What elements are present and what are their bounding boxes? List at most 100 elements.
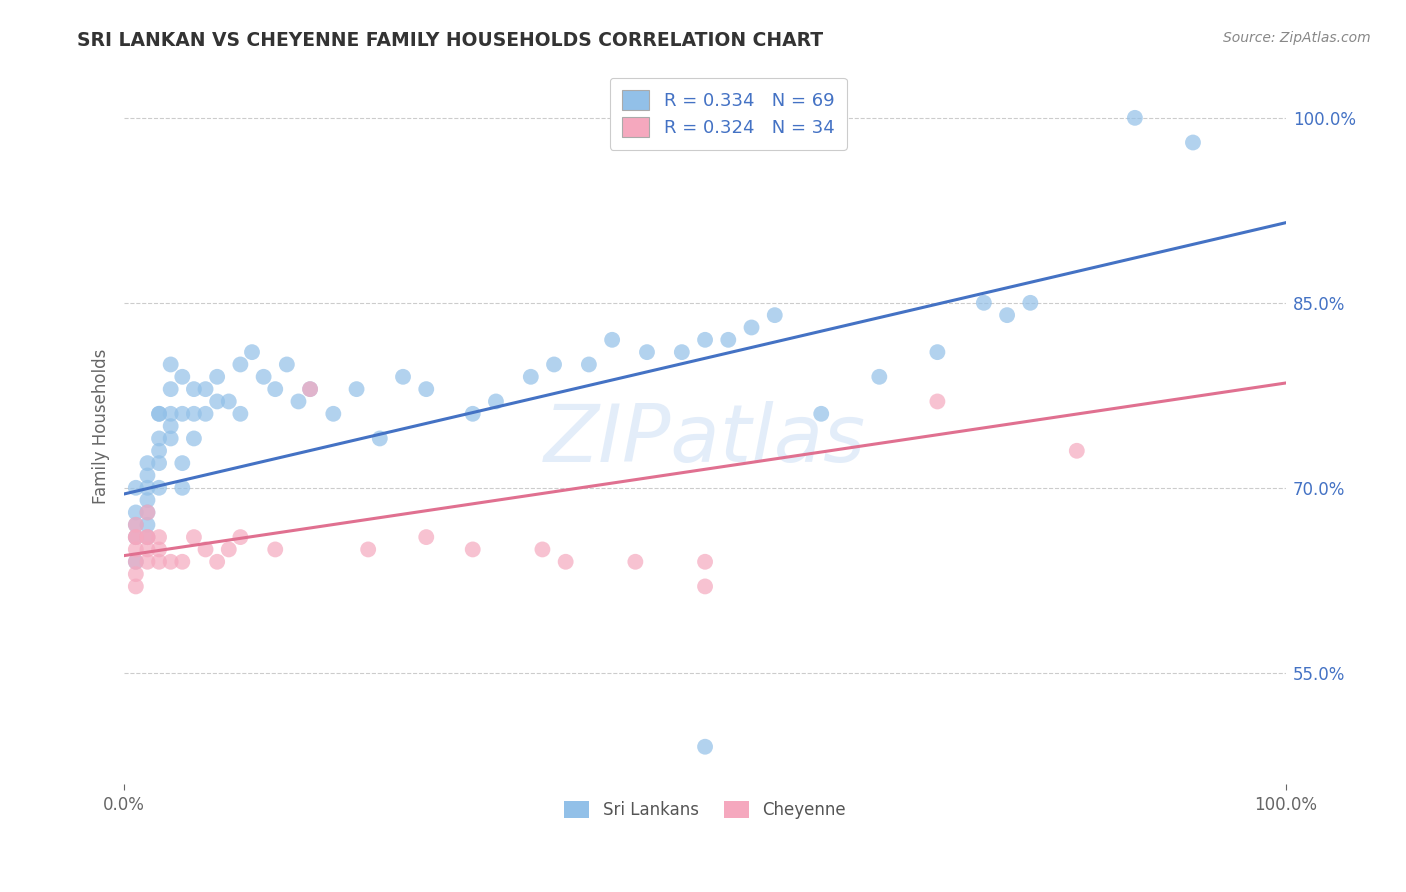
Point [322,407,344,421]
Point [148,443,170,458]
Point [136,530,159,544]
Point [229,358,252,372]
Point [125,530,148,544]
Point [636,345,658,359]
Point [125,530,148,544]
Point [136,517,159,532]
Point [205,369,228,384]
Point [194,542,217,557]
Point [125,505,148,519]
Point [485,394,508,409]
Point [148,555,170,569]
Point [415,382,437,396]
Point [927,345,949,359]
Point [172,407,194,421]
Point [148,456,170,470]
Point [357,542,380,557]
Point [125,530,148,544]
Point [159,358,181,372]
Point [1181,136,1204,150]
Point [1066,443,1088,458]
Point [183,432,205,446]
Point [194,407,217,421]
Point [240,345,263,359]
Point [218,394,240,409]
Point [531,542,554,557]
Point [600,333,623,347]
Point [148,530,170,544]
Point [346,382,368,396]
Point [205,555,228,569]
Point [148,407,170,421]
Point [136,542,159,557]
Point [125,542,148,557]
Point [136,481,159,495]
Point [172,481,194,495]
Point [392,369,415,384]
Point [183,530,205,544]
Point [287,394,309,409]
Point [159,382,181,396]
Legend: Sri Lankans, Cheyenne: Sri Lankans, Cheyenne [558,794,852,825]
Point [229,407,252,421]
Point [461,542,484,557]
Point [741,320,763,334]
Point [125,517,148,532]
Text: Source: ZipAtlas.com: Source: ZipAtlas.com [1223,31,1371,45]
Point [205,394,228,409]
Point [520,369,543,384]
Point [136,505,159,519]
Point [125,567,148,582]
Point [148,432,170,446]
Point [125,555,148,569]
Point [763,308,786,322]
Point [218,542,240,557]
Point [136,493,159,508]
Point [368,432,391,446]
Point [136,505,159,519]
Point [554,555,576,569]
Point [693,739,716,754]
Point [148,407,170,421]
Point [136,530,159,544]
Point [148,542,170,557]
Point [973,295,995,310]
Point [172,369,194,384]
Point [264,382,287,396]
Point [252,369,274,384]
Text: SRI LANKAN VS CHEYENNE FAMILY HOUSEHOLDS CORRELATION CHART: SRI LANKAN VS CHEYENNE FAMILY HOUSEHOLDS… [77,31,824,50]
Point [1019,295,1042,310]
Point [868,369,890,384]
Point [136,456,159,470]
Point [125,517,148,532]
Point [1123,111,1146,125]
Point [927,394,949,409]
Point [624,555,647,569]
Point [717,333,740,347]
Point [276,358,298,372]
Point [125,481,148,495]
Point [159,419,181,434]
Point [299,382,322,396]
Point [194,382,217,396]
Text: ZIPatlas: ZIPatlas [544,401,866,479]
Point [461,407,484,421]
Point [136,530,159,544]
Point [229,530,252,544]
Point [693,333,716,347]
Point [172,555,194,569]
Point [159,555,181,569]
Point [172,456,194,470]
Point [578,358,600,372]
Point [125,555,148,569]
Point [995,308,1018,322]
Point [125,579,148,593]
Point [148,481,170,495]
Point [415,530,437,544]
Point [183,382,205,396]
Point [693,555,716,569]
Point [136,468,159,483]
Point [693,579,716,593]
Point [159,432,181,446]
Point [264,542,287,557]
